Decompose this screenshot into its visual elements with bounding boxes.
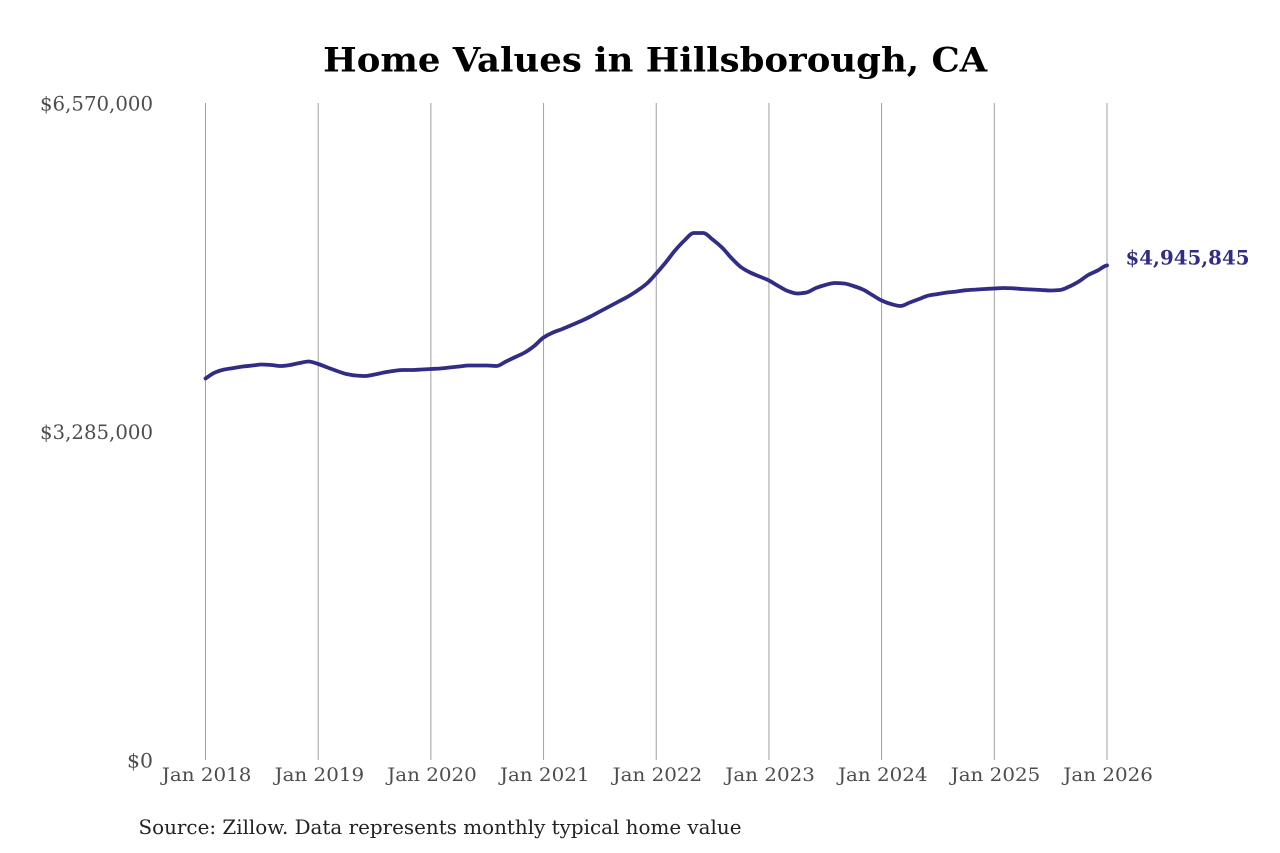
svg-text:Jan 2021: Jan 2021 (498, 764, 590, 786)
svg-text:$3,285,000: $3,285,000 (40, 420, 153, 444)
svg-text:Jan 2024: Jan 2024 (836, 764, 928, 786)
svg-text:Source: Zillow. Data represent: Source: Zillow. Data represents monthly … (139, 815, 742, 839)
svg-text:Jan 2026: Jan 2026 (1061, 764, 1153, 786)
svg-text:Jan 2023: Jan 2023 (723, 764, 815, 786)
svg-text:Jan 2022: Jan 2022 (611, 764, 703, 786)
svg-text:$6,570,000: $6,570,000 (40, 92, 153, 116)
svg-text:Jan 2025: Jan 2025 (949, 764, 1041, 786)
svg-text:Jan 2020: Jan 2020 (385, 764, 477, 786)
svg-text:Jan 2019: Jan 2019 (273, 764, 365, 786)
svg-text:Home Values in Hillsborough, C: Home Values in Hillsborough, CA (323, 41, 988, 81)
svg-text:$4,945,845: $4,945,845 (1126, 246, 1250, 270)
svg-text:$0: $0 (127, 749, 153, 773)
svg-text:Jan 2018: Jan 2018 (160, 764, 252, 786)
